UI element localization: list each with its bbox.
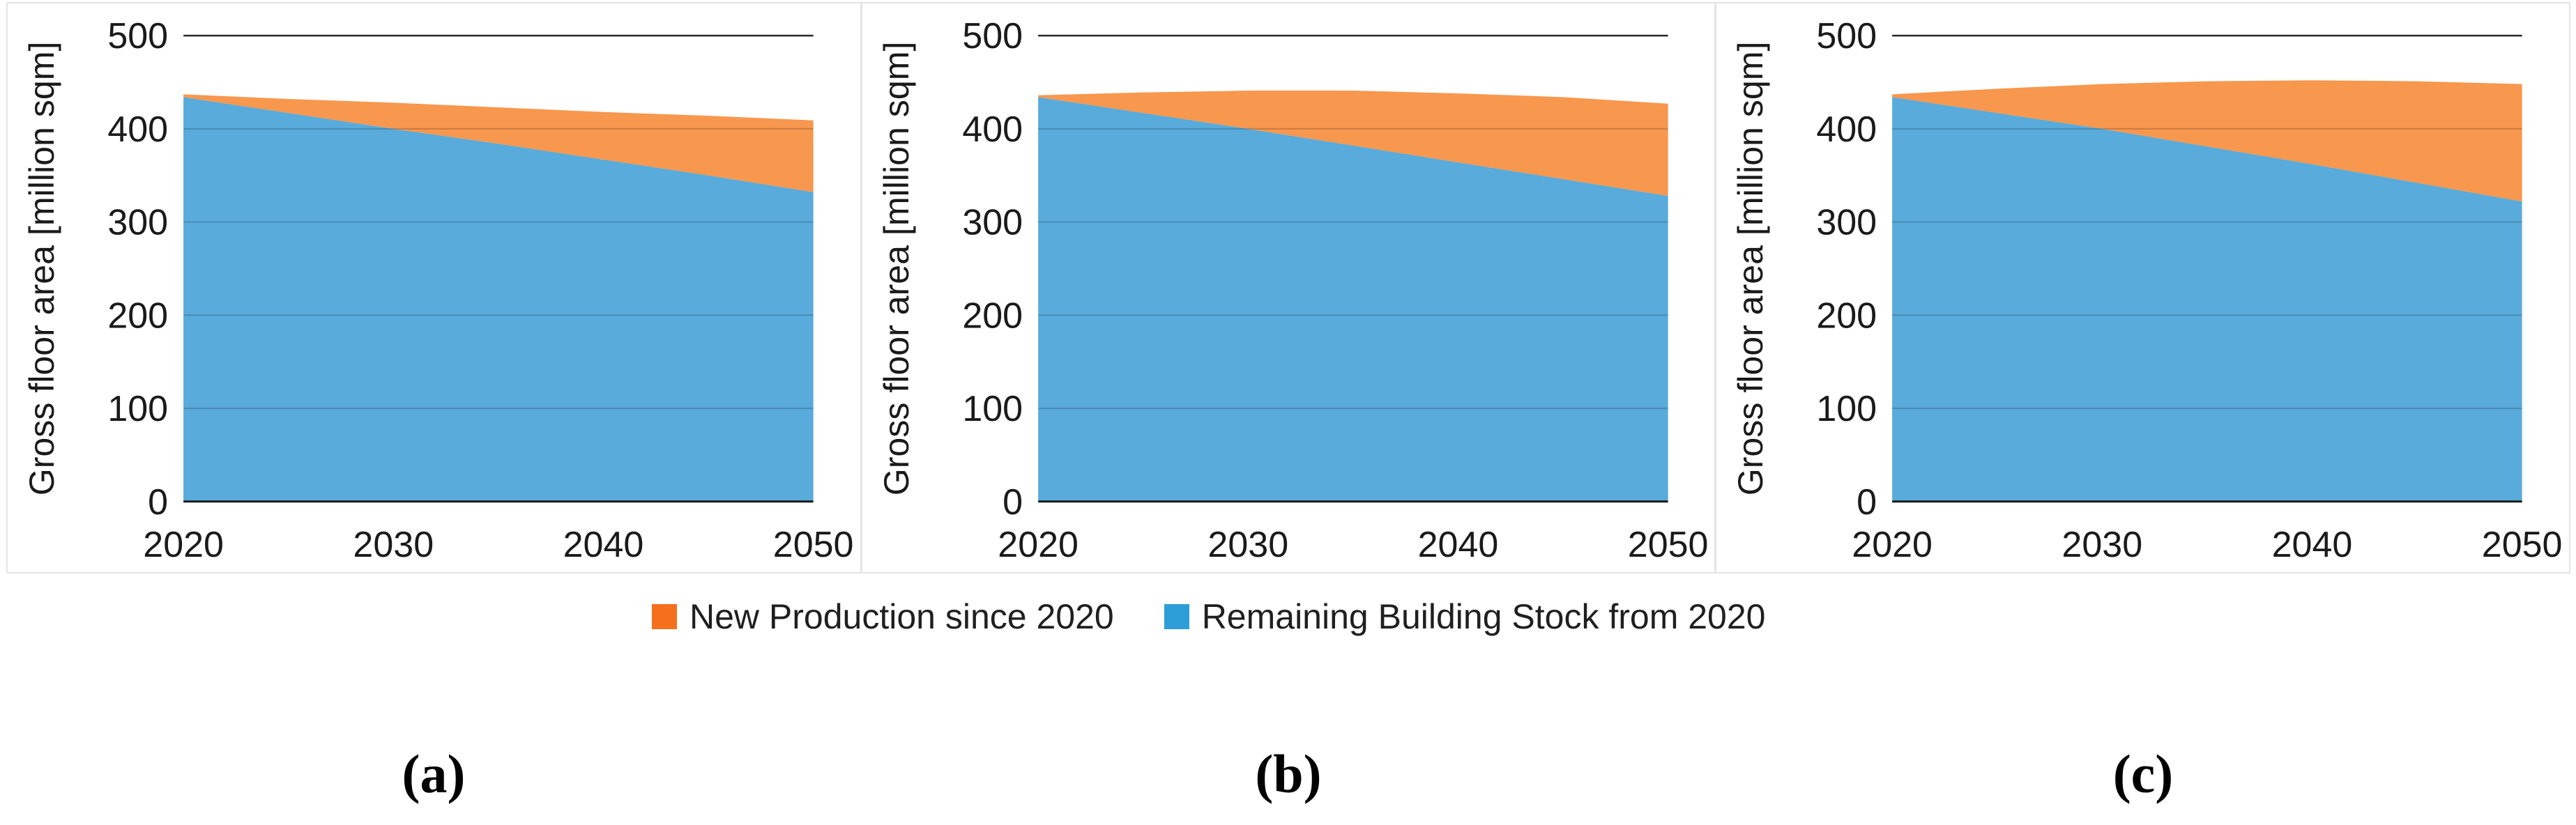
y-tick-label-400: 400 (107, 109, 168, 150)
y-tick-label-100: 100 (962, 389, 1023, 429)
x-tick-label-2020: 2020 (998, 525, 1079, 565)
chart-panel-a: 0 100 200 300 400 500 2020 2030 2040 2050 Gross fl… (6, 2, 862, 573)
y-axis-title: Gross floor area [million sqm] (877, 42, 916, 496)
area-new-production (183, 94, 814, 192)
y-tick-label-0: 0 (1857, 482, 1877, 523)
y-tick-label-500: 500 (107, 16, 168, 56)
y-tick-label-300: 300 (962, 203, 1023, 243)
x-tick-label-2040: 2040 (2272, 525, 2353, 565)
y-tick-label-500: 500 (1817, 16, 1877, 56)
area-remaining-building-stock (1892, 97, 2522, 502)
caption-a: (a) (402, 743, 466, 804)
y-tick-label-200: 200 (107, 295, 168, 336)
y-tick-label-100: 100 (1817, 389, 1877, 429)
y-axis-title: Gross floor area [million sqm] (22, 42, 61, 496)
caption-c: (c) (2112, 743, 2174, 804)
y-tick-label-0: 0 (148, 482, 168, 523)
area-new-production (1892, 80, 2522, 202)
area-remaining-building-stock (1037, 97, 1668, 502)
x-tick-label-2040: 2040 (563, 525, 644, 565)
legend: New Production since 2020 Remaining Buil… (652, 599, 1765, 634)
charts-row: 0 100 200 300 400 500 2020 2030 2040 2050 Gross fl… (6, 2, 2571, 573)
captions-row: (a) (b) (c) (6, 743, 2570, 805)
area-new-production (1037, 91, 1668, 196)
x-tick-label-2030: 2030 (2062, 525, 2143, 565)
x-tick-label-2030: 2030 (353, 525, 434, 565)
chart-panel-c: 0 100 200 300 400 500 2020 2030 2040 2050 Gross fl… (1716, 2, 2571, 573)
x-tick-label-2030: 2030 (1207, 525, 1288, 565)
y-tick-label-400: 400 (962, 109, 1023, 150)
legend-item-new-production: New Production since 2020 (652, 599, 1114, 634)
y-tick-label-300: 300 (107, 203, 168, 243)
legend-swatch-remaining-stock-icon (1164, 604, 1189, 629)
x-tick-label-2020: 2020 (1852, 525, 1933, 565)
y-tick-label-400: 400 (1817, 109, 1877, 150)
x-tick-label-2040: 2040 (1417, 525, 1498, 565)
y-tick-label-500: 500 (962, 16, 1023, 56)
y-axis-title: Gross floor area [million sqm] (1731, 42, 1770, 496)
caption-b: (b) (1255, 743, 1322, 804)
y-tick-label-200: 200 (1817, 295, 1877, 336)
legend-label-remaining-stock: Remaining Building Stock from 2020 (1201, 597, 1766, 636)
area-chart-b: 0 100 200 300 400 500 2020 2030 2040 2050 Gross fl… (877, 16, 1708, 565)
y-tick-label-0: 0 (1003, 482, 1023, 523)
x-tick-label-2050: 2050 (2482, 525, 2563, 565)
legend-label-new-production: New Production since 2020 (689, 597, 1114, 636)
area-chart-a: 0 100 200 300 400 500 2020 2030 2040 2050 Gross fl… (22, 16, 854, 565)
chart-panel-b: 0 100 200 300 400 500 2020 2030 2040 2050 Gross fl… (861, 2, 1716, 573)
x-tick-label-2050: 2050 (773, 525, 854, 565)
area-chart-c: 0 100 200 300 400 500 2020 2030 2040 2050 Gross fl… (1731, 16, 2563, 565)
x-tick-label-2050: 2050 (1627, 525, 1708, 565)
y-tick-label-300: 300 (1817, 203, 1877, 243)
legend-item-remaining-stock: Remaining Building Stock from 2020 (1164, 597, 1766, 636)
y-tick-label-200: 200 (962, 295, 1023, 336)
legend-swatch-new-production-icon (652, 604, 677, 629)
area-remaining-building-stock (183, 97, 814, 502)
x-tick-label-2020: 2020 (143, 525, 224, 565)
y-tick-label-100: 100 (107, 389, 168, 429)
